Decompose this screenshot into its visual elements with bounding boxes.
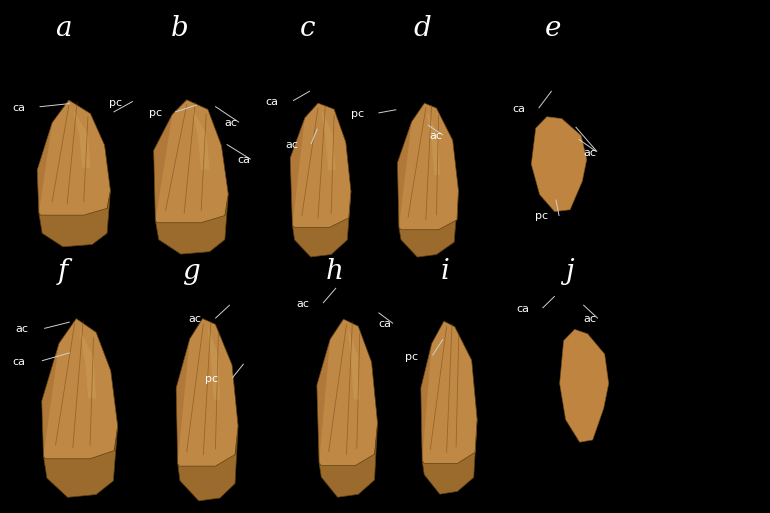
- Polygon shape: [290, 103, 351, 228]
- Polygon shape: [154, 100, 228, 223]
- Polygon shape: [42, 343, 59, 456]
- Text: d: d: [413, 15, 431, 42]
- Polygon shape: [43, 426, 118, 497]
- Polygon shape: [80, 329, 96, 398]
- Polygon shape: [37, 123, 52, 213]
- Polygon shape: [317, 339, 330, 463]
- Text: ca: ca: [266, 96, 279, 107]
- Text: pc: pc: [205, 373, 218, 384]
- Text: pc: pc: [149, 108, 162, 118]
- Polygon shape: [531, 117, 587, 212]
- Polygon shape: [178, 426, 238, 501]
- Text: j: j: [565, 259, 574, 285]
- Polygon shape: [421, 321, 477, 463]
- Text: ac: ac: [429, 131, 442, 141]
- Polygon shape: [74, 111, 90, 168]
- Text: ac: ac: [584, 148, 597, 158]
- Polygon shape: [176, 339, 189, 463]
- Polygon shape: [560, 329, 608, 442]
- Text: pc: pc: [535, 211, 548, 222]
- Text: ca: ca: [12, 357, 25, 367]
- Polygon shape: [422, 419, 477, 494]
- Text: ca: ca: [512, 104, 525, 114]
- Polygon shape: [317, 319, 377, 466]
- Polygon shape: [293, 191, 351, 257]
- Text: c: c: [300, 15, 316, 42]
- Text: pc: pc: [405, 351, 418, 362]
- Text: g: g: [182, 259, 200, 285]
- Polygon shape: [156, 194, 228, 254]
- Polygon shape: [348, 329, 360, 400]
- Polygon shape: [560, 329, 608, 442]
- Polygon shape: [397, 103, 458, 230]
- Text: ac: ac: [296, 299, 310, 309]
- Polygon shape: [290, 118, 305, 225]
- Polygon shape: [38, 190, 110, 247]
- Polygon shape: [176, 319, 238, 466]
- Polygon shape: [154, 114, 172, 221]
- Polygon shape: [397, 122, 412, 227]
- Polygon shape: [531, 117, 587, 212]
- Polygon shape: [421, 344, 432, 461]
- Text: ca: ca: [237, 155, 250, 165]
- Polygon shape: [322, 110, 336, 170]
- Text: ac: ac: [225, 118, 238, 128]
- Text: pc: pc: [109, 97, 122, 108]
- Polygon shape: [427, 112, 440, 175]
- Text: b: b: [170, 15, 189, 42]
- Polygon shape: [37, 100, 110, 215]
- Text: a: a: [55, 15, 72, 42]
- Text: ca: ca: [379, 319, 392, 329]
- Text: ca: ca: [517, 304, 530, 314]
- Polygon shape: [208, 327, 220, 400]
- Text: i: i: [440, 259, 450, 285]
- Text: e: e: [544, 15, 561, 42]
- Text: h: h: [326, 259, 344, 285]
- Text: ac: ac: [15, 324, 28, 334]
- Text: ac: ac: [285, 140, 298, 150]
- Text: ac: ac: [189, 314, 202, 324]
- Polygon shape: [399, 190, 458, 257]
- Polygon shape: [192, 109, 209, 170]
- Text: pc: pc: [351, 109, 364, 119]
- Polygon shape: [42, 319, 118, 459]
- Text: ac: ac: [584, 314, 597, 324]
- Polygon shape: [319, 423, 377, 497]
- Text: ca: ca: [12, 103, 25, 113]
- Text: f: f: [58, 259, 69, 285]
